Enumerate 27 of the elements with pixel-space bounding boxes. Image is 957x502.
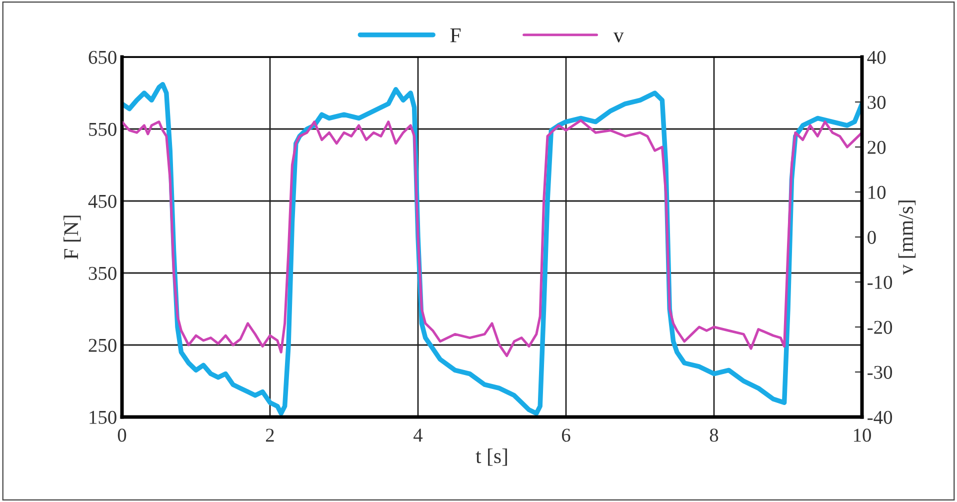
x-tick-label: 4 (414, 428, 423, 442)
x-tick-label: 6 (562, 428, 570, 442)
y2-tick-label: -40 (868, 410, 892, 424)
x-tick-label: 8 (710, 428, 718, 442)
x-axis-title: t [s] (476, 448, 507, 466)
y-tick-label: 450 (88, 194, 116, 208)
y2-tick-label: 0 (868, 230, 876, 244)
y2-tick-label: 30 (868, 96, 886, 109)
legend-label: v (613, 32, 624, 42)
y2-tick-label: -20 (868, 320, 892, 334)
y-tick-label: 250 (88, 338, 116, 352)
x-tick-label: 0 (118, 428, 126, 442)
y-tick-label: 150 (90, 410, 116, 424)
y2-tick-label: 20 (868, 140, 886, 154)
legend-label: F (450, 28, 461, 42)
y2-tick-label: -10 (868, 276, 892, 289)
y-axis-title: F [N] (64, 216, 81, 260)
y-tick-label: 550 (89, 122, 116, 136)
y2-tick-label: 40 (867, 50, 886, 64)
line-series (122, 119, 862, 358)
y-tick-label: 650 (88, 50, 116, 64)
y-tick-label: 350 (88, 266, 116, 280)
x-tick-label: 2 (266, 428, 274, 442)
x-tick-label: 10 (854, 428, 871, 442)
y2-tick-label: 10 (868, 186, 886, 199)
y2-axis-title: v [mm/s] (898, 200, 916, 275)
y2-tick-label: -30 (868, 366, 892, 379)
